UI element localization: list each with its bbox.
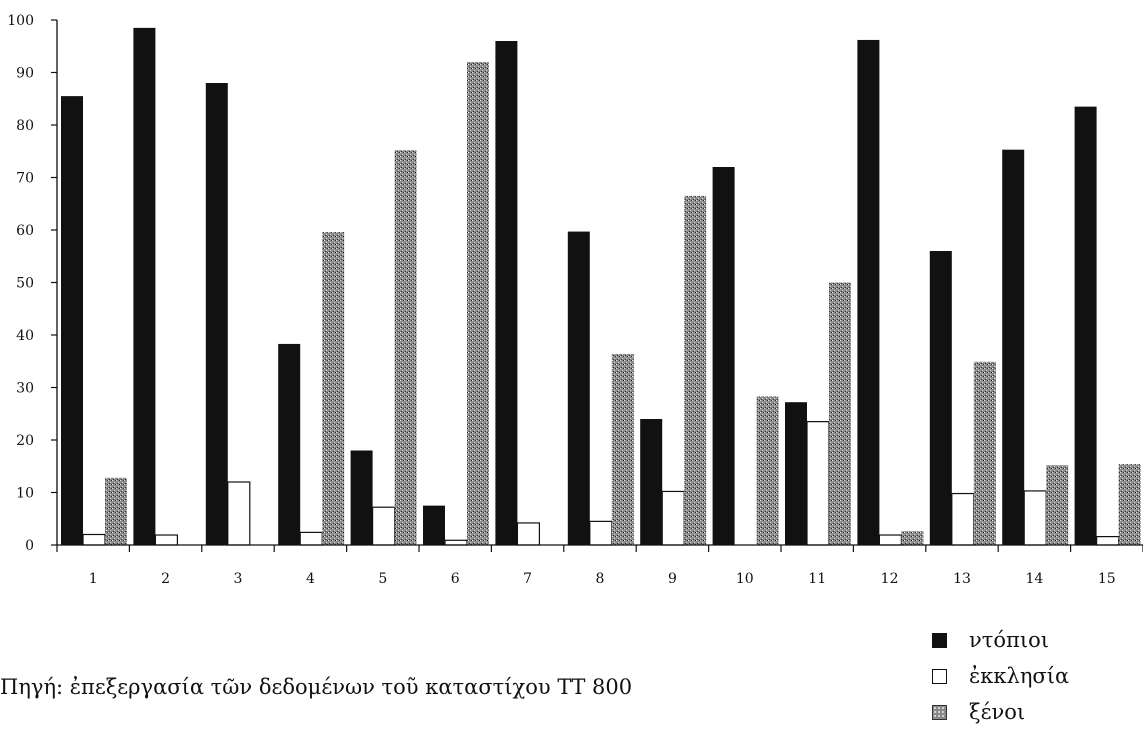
- bar-s0-c6: [423, 505, 445, 545]
- y-tick-label-40: 40: [16, 328, 34, 344]
- bar-s1-c2: [154, 534, 178, 546]
- bar-s1-c15: [1095, 535, 1120, 546]
- x-tick-label-13: 13: [953, 571, 971, 587]
- legend-item-0: ντόπιοι: [932, 622, 1069, 658]
- bar-s0-c3: [205, 83, 228, 545]
- bar-s2-c13: [973, 361, 996, 545]
- bar-s2-c6: [467, 62, 489, 545]
- bar-s0-c15: [1074, 106, 1097, 545]
- x-tick-label-1: 1: [89, 571, 98, 587]
- y-tick-label-70: 70: [16, 171, 34, 187]
- legend-item-2: ξένοι: [932, 694, 1069, 730]
- bar-s0-c11: [785, 402, 807, 545]
- bar-s0-c10: [712, 167, 735, 545]
- bar-s2-c15: [1118, 464, 1141, 545]
- bar-s1-c1: [82, 533, 106, 546]
- legend-label-0: ντόπιοι: [969, 628, 1049, 652]
- bar-s1-c14: [1023, 490, 1047, 546]
- bar-s2-c14: [1046, 465, 1069, 545]
- y-tick-label-0: 0: [25, 538, 34, 554]
- bar-s1-c11: [806, 421, 830, 546]
- x-tick-label-10: 10: [736, 571, 754, 587]
- y-tick-label-80: 80: [16, 118, 34, 134]
- bar-s0-c4: [278, 343, 301, 545]
- bar-s0-c1: [61, 96, 83, 545]
- x-tick-label-9: 9: [668, 571, 677, 587]
- x-tick-label-15: 15: [1098, 571, 1116, 587]
- bar-s1-c5: [372, 506, 396, 546]
- bar-s1-c8: [589, 520, 613, 546]
- bar-s0-c7: [495, 41, 518, 545]
- x-tick-label-2: 2: [161, 571, 170, 587]
- bar-s2-c10: [756, 396, 779, 545]
- legend: ντόπιοι ἐκκλησία ξένοι: [932, 622, 1069, 730]
- bar-s1-c7: [516, 522, 541, 546]
- x-tick-label-3: 3: [234, 571, 243, 587]
- source-note: Πηγή: ἐπεξεργασία τῶν δεδομένων τοῦ κατα…: [0, 675, 633, 699]
- bar-s2-c8: [611, 353, 634, 545]
- y-tick-label-100: 100: [7, 13, 34, 29]
- x-tick-label-11: 11: [808, 571, 826, 587]
- x-tick-label-7: 7: [523, 571, 532, 587]
- x-tick-label-14: 14: [1025, 571, 1043, 587]
- bar-s1-c3: [227, 481, 251, 546]
- bar-s0-c12: [857, 39, 880, 545]
- legend-label-2: ξένοι: [969, 700, 1026, 724]
- y-tick-label-20: 20: [16, 433, 34, 449]
- bar-s0-c5: [350, 450, 373, 545]
- bar-s0-c2: [133, 27, 156, 545]
- bar-s2-c4: [322, 232, 345, 545]
- bar-s0-c8: [567, 231, 590, 545]
- bar-s1-c12: [878, 534, 903, 546]
- y-tick-label-50: 50: [16, 276, 34, 292]
- legend-swatch-2: [932, 704, 947, 720]
- bar-s1-c9: [661, 490, 685, 546]
- bar-s0-c9: [640, 419, 663, 545]
- bar-s1-c6: [444, 539, 468, 546]
- bar-s2-c9: [684, 195, 707, 545]
- y-tick-label-10: 10: [16, 486, 34, 502]
- y-tick-label-90: 90: [16, 66, 34, 82]
- legend-item-1: ἐκκλησία: [932, 658, 1069, 694]
- bar-s2-c11: [829, 282, 851, 545]
- x-tick-label-8: 8: [596, 571, 605, 587]
- legend-swatch-1: [932, 668, 947, 684]
- bar-s2-c5: [394, 150, 417, 545]
- y-tick-label-30: 30: [16, 381, 34, 397]
- legend-swatch-0: [932, 632, 947, 648]
- x-tick-label-6: 6: [451, 571, 460, 587]
- bar-s0-c14: [1002, 149, 1025, 546]
- bar-s1-c4: [299, 531, 323, 546]
- bar-s2-c1: [105, 477, 127, 545]
- x-tick-label-5: 5: [378, 571, 387, 587]
- x-tick-label-4: 4: [306, 571, 315, 587]
- y-tick-label-60: 60: [16, 223, 34, 239]
- bar-s1-c13: [951, 492, 975, 546]
- bar-s2-c12: [901, 531, 924, 545]
- x-tick-label-12: 12: [881, 571, 899, 587]
- bar-s0-c13: [929, 251, 952, 545]
- legend-label-1: ἐκκλησία: [969, 664, 1070, 688]
